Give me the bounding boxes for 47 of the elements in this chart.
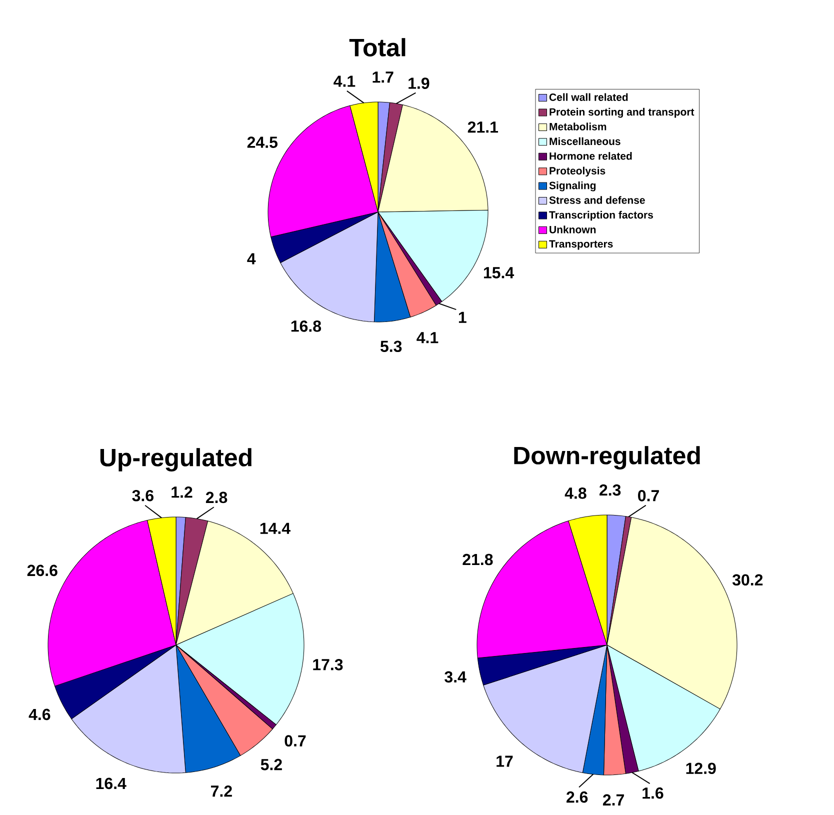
data-label: 4.1 — [416, 332, 438, 344]
data-label: 7.2 — [211, 786, 232, 797]
legend-label: Proteolysis — [550, 166, 606, 177]
data-label: 26.6 — [27, 564, 58, 576]
data-label: 1.7 — [372, 72, 394, 83]
legend-label: Signaling — [549, 181, 596, 192]
data-label: 14.4 — [260, 522, 290, 534]
data-label: 30.2 — [732, 574, 763, 586]
data-label: 4.1 — [334, 76, 356, 87]
chart-title: Up-regulated — [100, 448, 252, 472]
data-label: 3.6 — [132, 490, 154, 502]
data-label: 16.8 — [291, 320, 322, 332]
legend-label: Miscellaneous — [550, 137, 620, 146]
data-label: 2.8 — [206, 492, 228, 504]
data-label: 17 — [496, 756, 513, 767]
data-label: 15.4 — [484, 267, 514, 278]
legend-label: Transporters — [549, 240, 613, 250]
legend-label: Unknown — [550, 226, 596, 234]
data-label: 0.7 — [284, 735, 306, 746]
legend-label: Hormone related — [550, 152, 632, 160]
chart-title: Total — [349, 38, 406, 56]
data-label: 12.9 — [686, 762, 716, 774]
data-label: 2.6 — [566, 791, 588, 803]
data-label: 1.2 — [172, 486, 192, 498]
data-label: 1 — [458, 312, 466, 323]
legend-label: Transcription factors — [549, 210, 654, 221]
legend-label: Cell wall related — [549, 93, 628, 101]
data-label: 2.3 — [600, 484, 621, 496]
data-label: 17.3 — [313, 658, 343, 670]
data-label: 21.1 — [468, 121, 498, 133]
data-label: 3.4 — [444, 671, 466, 683]
data-label: 4 — [247, 253, 256, 264]
legend-label: Protein sorting and transport — [550, 108, 694, 118]
data-label: 0.7 — [638, 490, 659, 502]
data-label: 2.7 — [602, 794, 624, 806]
legend-label: Metabolism — [550, 122, 606, 130]
data-label: 4.6 — [28, 708, 50, 720]
data-label: 1.6 — [642, 787, 664, 799]
data-label: 4.8 — [564, 488, 586, 499]
data-label: 1.9 — [408, 78, 430, 89]
legend-label: Stress and defense — [549, 196, 645, 204]
chart-title: Down-regulated — [514, 446, 700, 470]
data-label: 24.5 — [247, 136, 278, 148]
data-label: 16.4 — [96, 778, 126, 790]
data-label: 5.2 — [260, 758, 282, 770]
data-label: 21.8 — [462, 554, 493, 566]
data-label: 5.3 — [380, 340, 402, 352]
